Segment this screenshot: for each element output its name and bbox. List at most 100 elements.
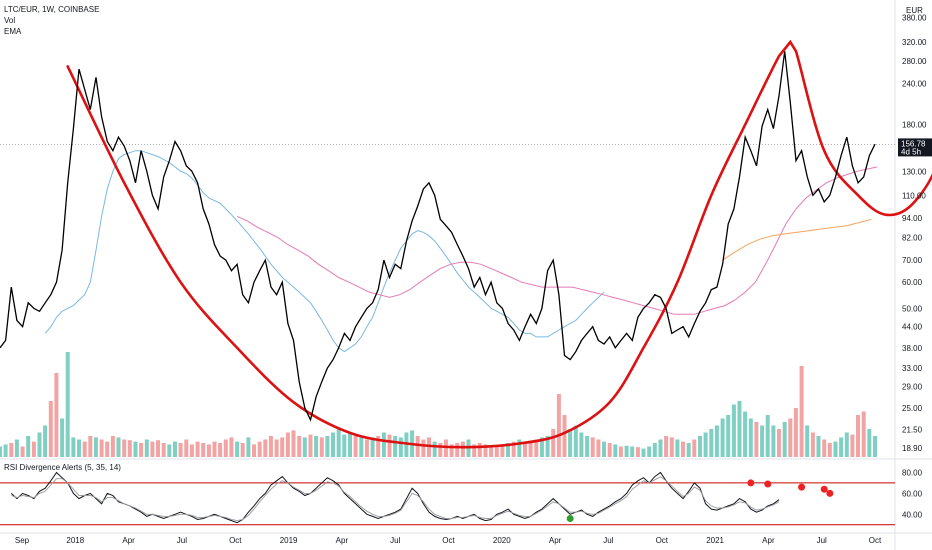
price-tick-label: 82.00 — [902, 233, 923, 242]
volume-bar — [314, 436, 319, 457]
ema-indicator-label[interactable]: EMA — [4, 27, 22, 36]
volume-bar — [173, 441, 177, 457]
volume-indicator-label[interactable]: Vol — [4, 16, 16, 25]
volume-bar — [523, 443, 527, 457]
bar-countdown: 4d 5h — [901, 147, 921, 156]
volume-bar — [856, 415, 860, 457]
volume-bar — [184, 439, 189, 457]
volume-bar — [353, 436, 358, 457]
price-tick-label: 33.00 — [902, 364, 923, 373]
price-series-line — [0, 51, 876, 422]
symbol-label[interactable]: LTC/EUR, 1W, COINBASE — [4, 5, 100, 14]
volume-bar — [607, 443, 612, 457]
volume-bar — [737, 401, 742, 457]
volume-bar — [297, 436, 302, 457]
volume-bar — [793, 408, 798, 457]
rsi-indicator-label[interactable]: RSI Divergence Alerts (5, 35, 14) — [4, 463, 121, 472]
volume-bar — [37, 432, 42, 457]
volume-bar — [613, 444, 618, 457]
volume-bar — [681, 441, 685, 457]
volume-bar — [116, 437, 121, 457]
time-tick-label: Oct — [869, 536, 882, 545]
time-tick-label: Apr — [336, 536, 349, 545]
volume-bar — [387, 434, 392, 457]
volume-bar — [539, 437, 544, 457]
volume-bar — [839, 437, 844, 457]
volume-bar — [99, 439, 104, 457]
volume-bar — [861, 411, 866, 457]
volume-bar — [393, 436, 398, 457]
price-tick-label: 18.90 — [902, 444, 923, 453]
volume-bar — [630, 446, 635, 457]
rsi-tick-label: 60.00 — [902, 489, 923, 498]
volume-bar — [585, 436, 590, 457]
price-tick-label: 60.00 — [902, 278, 923, 287]
volume-bar — [144, 439, 149, 457]
volume-bar — [624, 445, 629, 457]
volume-bar — [65, 352, 70, 457]
volume-bar — [850, 434, 855, 457]
volume-bar — [93, 437, 98, 457]
volume-bar — [477, 443, 482, 457]
time-axis[interactable]: Sep 2018 Apr Jul Oct 2019 Apr Jul Oct 2020 Apr Jul O… — [15, 536, 882, 545]
volume-bar — [133, 441, 138, 457]
volume-bar — [438, 443, 443, 457]
time-tick-label: Jul — [177, 536, 187, 545]
price-tick-label: 25.00 — [902, 404, 923, 413]
price-tick-label: 240.00 — [902, 79, 927, 88]
volume-bar — [500, 444, 505, 457]
volume-bar — [291, 430, 296, 457]
price-tick-label: 38.00 — [902, 344, 923, 353]
volume-bar — [489, 445, 494, 457]
time-tick-label: 2019 — [280, 536, 298, 545]
volume-bar — [494, 446, 499, 457]
volume-bar — [14, 439, 19, 457]
volume-bar — [618, 446, 623, 457]
volume-bar — [156, 440, 160, 457]
time-tick-label: Jul — [817, 536, 827, 545]
volume-bar — [782, 422, 787, 457]
volume-bar — [189, 444, 194, 457]
volume-bar — [82, 441, 87, 457]
volume-bar — [26, 436, 31, 457]
volume-bar — [703, 432, 708, 457]
time-tick-label: 2018 — [66, 536, 84, 545]
volume-bar — [799, 366, 804, 457]
volume-bar — [9, 443, 14, 457]
volume-bar — [816, 436, 821, 457]
volume-bar — [376, 436, 381, 457]
time-tick-label: Apr — [762, 536, 775, 545]
volume-bar — [833, 441, 838, 457]
time-tick-label: Oct — [229, 536, 242, 545]
time-tick-label: Apr — [122, 536, 135, 545]
volume-bar — [77, 439, 81, 457]
cup-and-handle-curve[interactable] — [66, 38, 932, 449]
volume-bar — [31, 441, 36, 457]
last-price-value: 156.78 — [901, 139, 926, 148]
volume-bar — [139, 443, 144, 457]
currency-label: EUR — [906, 6, 923, 15]
volume-bar — [669, 437, 674, 457]
volume-bar — [381, 432, 386, 457]
volume-bar — [483, 444, 488, 457]
volume-bar — [398, 437, 403, 457]
volume-bar — [579, 432, 584, 457]
volume-bar — [698, 436, 702, 457]
volume-bar — [218, 443, 223, 457]
volume-bar — [449, 444, 454, 457]
cup-pattern-drawing[interactable] — [66, 38, 932, 449]
volume-bar — [777, 429, 781, 457]
price-tick-label: 180.00 — [902, 121, 927, 130]
volume-bar — [201, 443, 206, 457]
volume-bar — [827, 443, 832, 457]
ema-blue-line — [44, 150, 605, 353]
volume-bar — [127, 440, 132, 457]
time-tick-label: Oct — [656, 536, 669, 545]
volume-bar — [280, 437, 285, 457]
bearish-divergence-marker — [764, 480, 772, 488]
volume-bar — [748, 418, 753, 457]
volume-bar — [336, 429, 341, 457]
rsi-tick-label: 80.00 — [902, 469, 923, 478]
